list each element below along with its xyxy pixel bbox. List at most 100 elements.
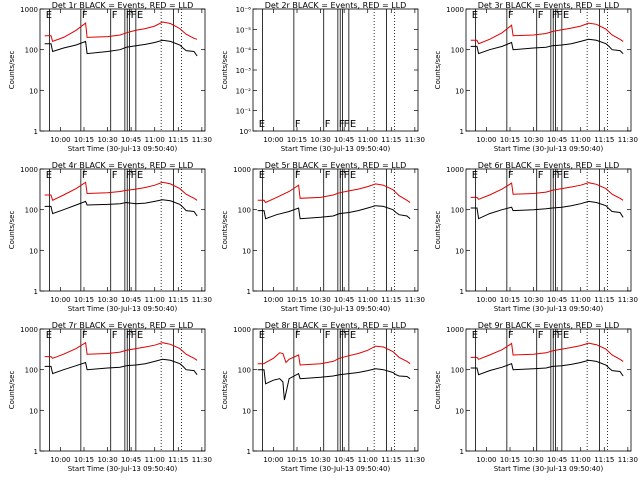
detector-panel: Det 5r BLACK = Events, RED = LLD 1000 100 1…	[221, 161, 425, 313]
y-tick-label: 10⁻¹	[236, 108, 252, 116]
detector-panel: Det 6r BLACK = Events, RED = LLD 1000 100 1…	[434, 161, 638, 313]
flag-label: F	[126, 170, 132, 181]
x-tick-label: 11:15	[381, 296, 401, 304]
x-axis-label: Start Time (30-Jul-13 09:50:40)	[494, 305, 604, 313]
plot-frame	[39, 168, 206, 292]
x-tick-label: 10:15	[287, 296, 307, 304]
x-tick-label: 11:15	[381, 136, 401, 144]
x-tick-label: 10:45	[334, 136, 354, 144]
lld-series-line	[470, 342, 624, 362]
y-tick-label: 10⁻⁵	[236, 26, 252, 34]
flag-label: E	[46, 10, 52, 21]
flag-label: E	[350, 170, 356, 181]
x-tick-label: 11:00	[145, 296, 165, 304]
x-tick-label: 10:15	[74, 456, 94, 464]
x-tick-label: 11:00	[358, 296, 378, 304]
detector-panel: Det 8r BLACK = Events, RED = LLD 1000 100 1…	[221, 321, 425, 473]
x-tick-label: 11:15	[594, 456, 614, 464]
detector-panel: Det 4r BLACK = Events, RED = LLD 1000 100 1…	[8, 161, 212, 313]
flag-label: F	[538, 170, 544, 181]
x-axis-label: Start Time (30-Jul-13 09:50:40)	[68, 465, 178, 473]
x-tick-label: 10:30	[523, 136, 543, 144]
y-tick-label: 10	[455, 247, 464, 255]
x-tick-label: 10:45	[547, 136, 567, 144]
x-tick-label: 10:15	[500, 296, 520, 304]
plot-frame	[39, 8, 206, 132]
flag-label: F	[126, 10, 132, 21]
y-tick-label: 10	[29, 247, 38, 255]
events-series-line	[470, 38, 624, 55]
y-tick-label: 1000	[20, 6, 38, 14]
plot-frame	[252, 8, 419, 132]
flag-label: F	[552, 10, 558, 21]
y-axis-label: Counts/sec	[8, 371, 16, 410]
x-tick-label: 10:15	[74, 296, 94, 304]
y-tick-label: 1	[247, 288, 251, 296]
plot-frame	[39, 328, 206, 452]
flag-label: E	[46, 170, 52, 181]
y-tick-label: 10⁻⁶	[236, 6, 252, 14]
flag-label: E	[563, 330, 569, 341]
lld-series-line	[470, 182, 624, 201]
flag-label: F	[552, 170, 558, 181]
x-tick-label: 10:45	[547, 456, 567, 464]
x-tick-label: 11:30	[192, 296, 212, 304]
y-axis-label: Counts/sec	[434, 371, 442, 410]
lld-series-line	[44, 341, 198, 361]
flag-label: F	[295, 119, 301, 130]
y-tick-label: 100	[451, 47, 464, 55]
x-tick-label: 11:00	[358, 456, 378, 464]
y-tick-label: 1	[460, 288, 464, 296]
detector-panel: Det 3r BLACK = Events, RED = LLD 1000 100 1…	[434, 1, 638, 153]
x-axis-label: Start Time (30-Jul-13 09:50:40)	[281, 145, 391, 153]
flag-label: E	[563, 170, 569, 181]
x-tick-label: 11:00	[358, 136, 378, 144]
flag-label: E	[259, 119, 265, 130]
y-tick-label: 100	[25, 367, 38, 375]
panel-title: Det 2r BLACK = Events, RED = LLD	[265, 1, 407, 10]
x-tick-label: 11:30	[405, 296, 425, 304]
flag-label: F	[325, 170, 331, 181]
flag-label: E	[46, 330, 52, 341]
y-tick-label: 1000	[20, 166, 38, 174]
detector-panel: Det 7r BLACK = Events, RED = LLD 1000 100 1…	[8, 321, 212, 473]
detector-panel: Det 1r BLACK = Events, RED = LLD 1000 100 1…	[8, 1, 212, 153]
x-tick-label: 10:00	[50, 136, 70, 144]
x-tick-label: 11:15	[594, 296, 614, 304]
x-tick-label: 10:00	[476, 296, 496, 304]
y-tick-label: 10⁻³	[236, 67, 252, 75]
flag-label: F	[552, 330, 558, 341]
y-tick-label: 1000	[20, 326, 38, 334]
lld-series-line	[257, 183, 411, 204]
lld-series-line	[470, 22, 624, 45]
flag-label: E	[259, 330, 265, 341]
x-tick-label: 10:45	[334, 456, 354, 464]
x-tick-label: 10:30	[523, 296, 543, 304]
y-tick-label: 1000	[233, 326, 251, 334]
y-tick-label: 1	[460, 128, 464, 136]
y-tick-label: 100	[451, 207, 464, 215]
y-axis-label: Counts/sec	[221, 211, 229, 250]
events-series-line	[257, 368, 411, 401]
flag-label: F	[339, 170, 345, 181]
y-tick-label: 100	[238, 367, 251, 375]
x-tick-label: 10:00	[263, 456, 283, 464]
y-tick-label: 1000	[446, 326, 464, 334]
x-tick-label: 11:00	[571, 456, 591, 464]
x-tick-label: 11:30	[618, 296, 638, 304]
flag-label: F	[112, 10, 118, 21]
panel-title: Det 9r BLACK = Events, RED = LLD	[478, 321, 620, 330]
flag-label: F	[508, 10, 514, 21]
x-axis-label: Start Time (30-Jul-13 09:50:40)	[68, 305, 178, 313]
x-tick-label: 11:00	[571, 296, 591, 304]
x-tick-label: 10:45	[121, 456, 141, 464]
y-tick-label: 1	[34, 128, 38, 136]
y-axis-label: Counts/sec	[434, 51, 442, 90]
lld-series-line	[44, 21, 198, 43]
flag-label: F	[508, 330, 514, 341]
flag-label: F	[112, 330, 118, 341]
x-tick-label: 11:30	[405, 136, 425, 144]
x-tick-label: 11:15	[594, 136, 614, 144]
x-tick-label: 11:30	[618, 456, 638, 464]
